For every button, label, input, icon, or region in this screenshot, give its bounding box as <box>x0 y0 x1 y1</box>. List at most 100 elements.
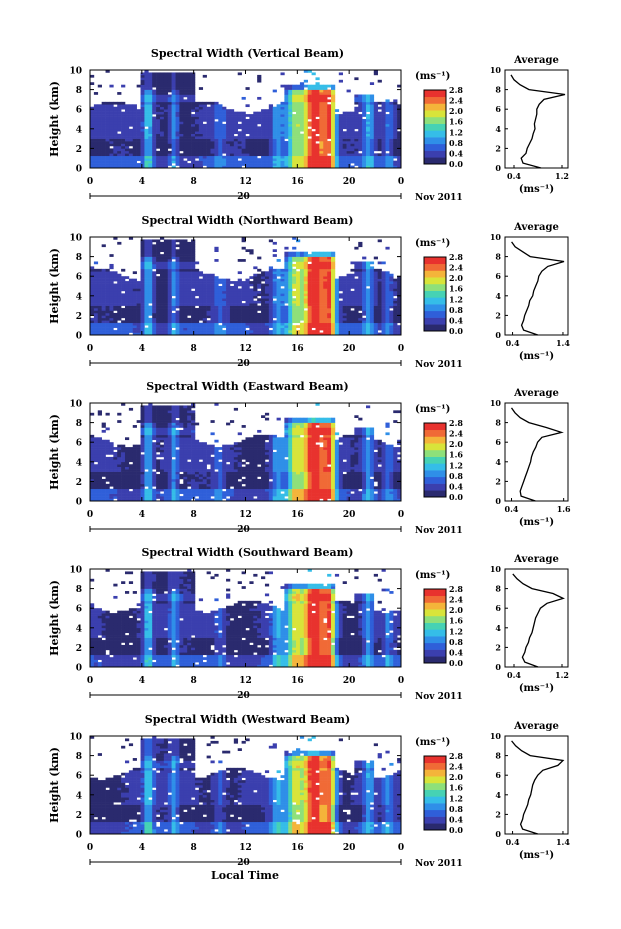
heatmap-cell <box>156 257 160 260</box>
heatmap-cell <box>374 129 378 132</box>
heatmap-cell <box>300 119 304 122</box>
heatmap-cell <box>319 129 323 132</box>
heatmap <box>90 403 401 501</box>
heatmap-cell <box>308 259 312 262</box>
heatmap-cell <box>370 262 374 265</box>
heatmap-cell <box>160 308 164 311</box>
heatmap-cell <box>137 306 141 309</box>
heatmap-cell <box>195 126 199 129</box>
heatmap-cell <box>378 311 382 314</box>
heatmap-cell <box>393 107 397 110</box>
heatmap-cell <box>94 315 98 318</box>
colorbar-tick-label: 0.0 <box>449 159 463 169</box>
heatmap-cell <box>242 158 246 161</box>
heatmap-cell <box>242 281 246 284</box>
heatmap-cell <box>156 308 160 311</box>
heatmap-cell <box>354 139 358 142</box>
heatmap-cell <box>199 161 203 164</box>
heatmap-cell <box>230 139 234 142</box>
heatmap-cell <box>315 97 319 100</box>
heatmap-cell <box>187 129 191 132</box>
heatmap-cell <box>129 117 133 120</box>
heatmap-cell <box>323 163 327 166</box>
heatmap-cell <box>172 117 176 120</box>
heatmap-cell <box>164 75 168 78</box>
heatmap-cell <box>183 104 187 107</box>
heatmap-cell <box>292 134 296 137</box>
heatmap-cell <box>176 87 180 90</box>
heatmap-cell <box>168 126 172 129</box>
heatmap-cell <box>343 276 347 279</box>
heatmap-cell <box>179 114 183 117</box>
heatmap-cell <box>183 144 187 147</box>
heatmap-cell <box>90 437 94 440</box>
heatmap-cell <box>292 276 296 279</box>
heatmap-cell <box>133 134 137 137</box>
heatmap-cell <box>292 148 296 151</box>
heatmap-cell <box>370 315 374 318</box>
heatmap-cell <box>172 119 176 122</box>
heatmap-cell <box>370 291 374 294</box>
heatmap-cell <box>164 271 168 274</box>
heatmap-cell <box>358 146 362 149</box>
heatmap-cell <box>327 325 331 328</box>
heatmap-cell <box>273 308 277 311</box>
heatmap-cell <box>319 306 323 309</box>
heatmap-cell <box>280 315 284 318</box>
heatmap-cell <box>296 129 300 132</box>
heatmap-cell <box>350 144 354 147</box>
heatmap-cell <box>195 293 199 296</box>
heatmap-cell <box>343 146 347 149</box>
heatmap-cell <box>214 151 218 154</box>
heatmap-cell <box>160 107 164 110</box>
heatmap-cell <box>284 286 288 289</box>
heatmap-cell <box>331 102 335 105</box>
heatmap-cell <box>347 293 351 296</box>
heatmap-cell <box>288 320 292 323</box>
heatmap-cell <box>176 126 180 129</box>
heatmap-cell <box>172 271 176 274</box>
heatmap-cell <box>393 136 397 139</box>
heatmap-cell <box>141 121 145 124</box>
heatmap-cell <box>347 313 351 316</box>
heatmap-cell <box>117 126 121 129</box>
heatmap-cell <box>238 308 242 311</box>
heatmap-cell <box>327 313 331 316</box>
heatmap-cell <box>327 112 331 115</box>
heatmap-cell <box>308 139 312 142</box>
heatmap-cell <box>265 288 269 291</box>
heatmap-cell <box>389 107 393 110</box>
heatmap-cell <box>382 163 386 166</box>
heatmap-cell <box>191 121 195 124</box>
heatmap-cell <box>176 291 180 294</box>
heatmap-cell <box>288 303 292 306</box>
heatmap-cell <box>370 328 374 331</box>
heatmap-cell <box>102 156 106 159</box>
heatmap-cell <box>102 121 106 124</box>
heatmap-cell <box>288 330 292 333</box>
heatmap-cell <box>350 318 354 321</box>
heatmap-cell <box>187 158 191 161</box>
heatmap-cell <box>273 107 277 110</box>
heatmap-cell <box>261 330 265 333</box>
heatmap-cell <box>234 291 238 294</box>
heatmap-cell <box>253 161 257 164</box>
heatmap-cell <box>207 124 211 127</box>
heatmap-cell <box>288 134 292 137</box>
heatmap-cell <box>117 472 121 475</box>
heatmap-cell <box>191 72 195 75</box>
heatmap-cell <box>211 107 215 110</box>
heatmap-cell <box>222 315 226 318</box>
heatmap-cell <box>199 119 203 122</box>
heatmap-cell <box>102 136 106 139</box>
heatmap-cell <box>195 156 199 159</box>
heatmap-cell <box>109 102 113 105</box>
heatmap-cell <box>312 262 316 265</box>
heatmap-cell <box>362 306 366 309</box>
heatmap-cell <box>98 153 102 156</box>
heatmap-cell <box>129 279 133 282</box>
heatmap-cell <box>358 318 362 321</box>
heatmap-cell <box>284 284 288 287</box>
heatmap-cell <box>102 308 106 311</box>
heatmap-cell <box>222 301 226 304</box>
